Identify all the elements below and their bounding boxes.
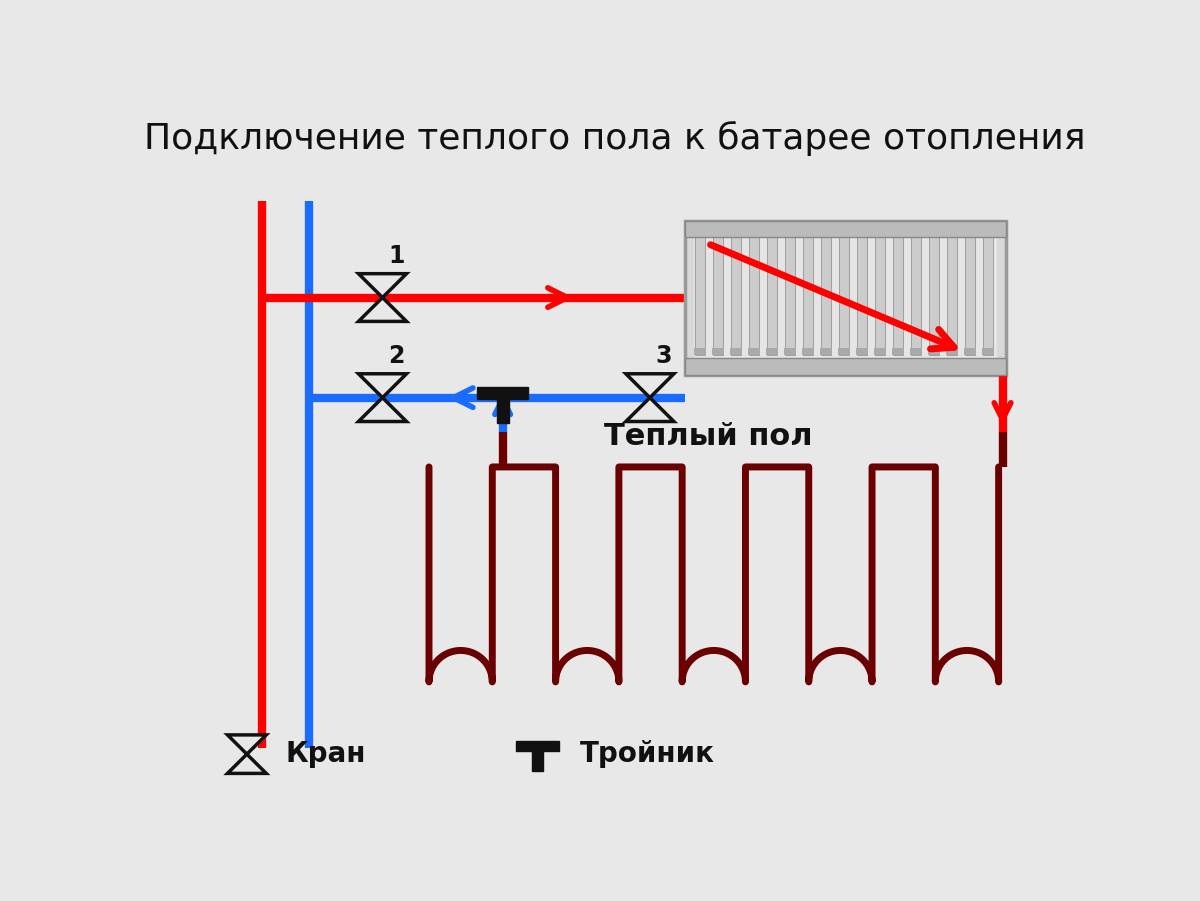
Bar xyxy=(685,221,1007,238)
Text: Кран: Кран xyxy=(286,740,366,769)
Bar xyxy=(749,348,760,355)
Text: 3: 3 xyxy=(655,343,672,368)
Polygon shape xyxy=(359,397,407,422)
Bar xyxy=(749,231,760,238)
Bar xyxy=(478,387,528,399)
Bar xyxy=(857,348,868,355)
Bar xyxy=(947,232,958,355)
Text: 2: 2 xyxy=(389,343,404,368)
Bar xyxy=(857,232,868,355)
Bar xyxy=(803,231,814,238)
Bar xyxy=(767,231,778,238)
Bar xyxy=(685,358,1007,375)
Bar xyxy=(911,348,922,355)
Bar xyxy=(983,232,994,355)
Bar xyxy=(713,348,724,355)
Bar xyxy=(839,348,850,355)
Bar xyxy=(857,231,868,238)
Polygon shape xyxy=(228,754,266,773)
Bar xyxy=(929,231,940,238)
Bar xyxy=(694,230,997,365)
Polygon shape xyxy=(626,397,674,422)
Bar xyxy=(731,232,742,355)
Text: Теплый пол: Теплый пол xyxy=(604,422,812,450)
Bar xyxy=(983,231,994,238)
Text: Подключение теплого пола к батарее отопления: Подключение теплого пола к батарее отопл… xyxy=(144,121,1086,156)
Bar xyxy=(803,232,814,355)
Text: 1: 1 xyxy=(389,243,404,268)
Text: Тройник: Тройник xyxy=(580,740,715,769)
Bar xyxy=(516,741,559,751)
Bar xyxy=(929,348,940,355)
Bar xyxy=(893,348,904,355)
Bar xyxy=(875,231,886,238)
Bar xyxy=(911,231,922,238)
Polygon shape xyxy=(359,374,407,397)
Bar xyxy=(965,348,976,355)
Bar xyxy=(695,232,706,355)
Polygon shape xyxy=(359,297,407,322)
Bar xyxy=(875,348,886,355)
Bar xyxy=(695,231,706,238)
Bar xyxy=(685,221,1007,375)
Bar xyxy=(731,348,742,355)
Bar xyxy=(983,348,994,355)
Bar xyxy=(821,231,832,238)
Polygon shape xyxy=(359,274,407,297)
Bar xyxy=(893,231,904,238)
Bar xyxy=(821,232,832,355)
Polygon shape xyxy=(228,735,266,754)
Bar xyxy=(947,348,958,355)
Bar xyxy=(767,348,778,355)
Bar xyxy=(533,751,542,770)
Bar xyxy=(839,231,850,238)
Bar xyxy=(497,399,509,423)
Bar xyxy=(803,348,814,355)
Bar xyxy=(749,232,760,355)
Bar xyxy=(911,232,922,355)
Bar xyxy=(893,232,904,355)
Bar xyxy=(839,232,850,355)
Bar xyxy=(965,231,976,238)
Bar xyxy=(947,231,958,238)
Bar xyxy=(785,232,796,355)
Bar xyxy=(785,348,796,355)
Bar xyxy=(713,232,724,355)
Bar xyxy=(695,348,706,355)
Bar xyxy=(929,232,940,355)
Polygon shape xyxy=(626,374,674,397)
Bar xyxy=(875,232,886,355)
Bar xyxy=(767,232,778,355)
Bar xyxy=(731,231,742,238)
Bar xyxy=(785,231,796,238)
Bar xyxy=(965,232,976,355)
Bar xyxy=(713,231,724,238)
Bar xyxy=(821,348,832,355)
